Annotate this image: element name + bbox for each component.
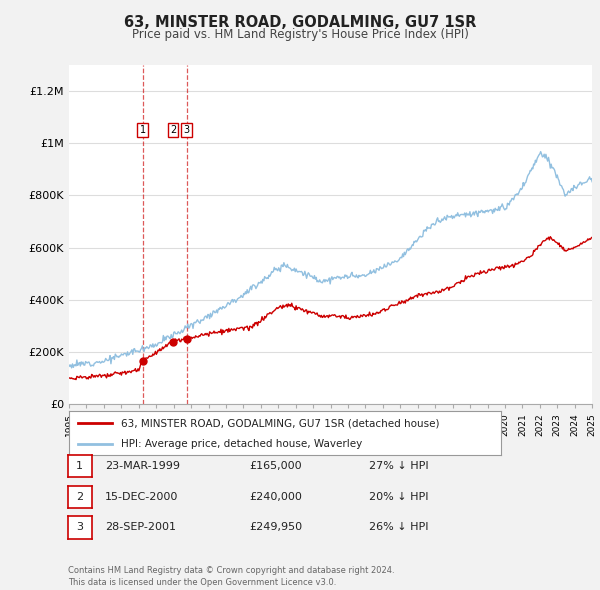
Text: 63, MINSTER ROAD, GODALMING, GU7 1SR: 63, MINSTER ROAD, GODALMING, GU7 1SR: [124, 15, 476, 30]
Text: £240,000: £240,000: [249, 492, 302, 502]
Text: 1: 1: [140, 125, 146, 135]
Text: 3: 3: [76, 523, 83, 532]
Text: 3: 3: [184, 125, 190, 135]
Text: Contains HM Land Registry data © Crown copyright and database right 2024.
This d: Contains HM Land Registry data © Crown c…: [68, 566, 394, 587]
Text: 2: 2: [170, 125, 176, 135]
Text: 1: 1: [76, 461, 83, 471]
Text: £165,000: £165,000: [249, 461, 302, 471]
Text: 28-SEP-2001: 28-SEP-2001: [105, 523, 176, 532]
Text: 15-DEC-2000: 15-DEC-2000: [105, 492, 178, 502]
Text: 23-MAR-1999: 23-MAR-1999: [105, 461, 180, 471]
Text: 2: 2: [76, 492, 83, 502]
Text: 63, MINSTER ROAD, GODALMING, GU7 1SR (detached house): 63, MINSTER ROAD, GODALMING, GU7 1SR (de…: [121, 418, 439, 428]
Text: HPI: Average price, detached house, Waverley: HPI: Average price, detached house, Wave…: [121, 438, 362, 448]
Text: Price paid vs. HM Land Registry's House Price Index (HPI): Price paid vs. HM Land Registry's House …: [131, 28, 469, 41]
Text: 27% ↓ HPI: 27% ↓ HPI: [369, 461, 428, 471]
Text: £249,950: £249,950: [249, 523, 302, 532]
Text: 26% ↓ HPI: 26% ↓ HPI: [369, 523, 428, 532]
Text: 20% ↓ HPI: 20% ↓ HPI: [369, 492, 428, 502]
